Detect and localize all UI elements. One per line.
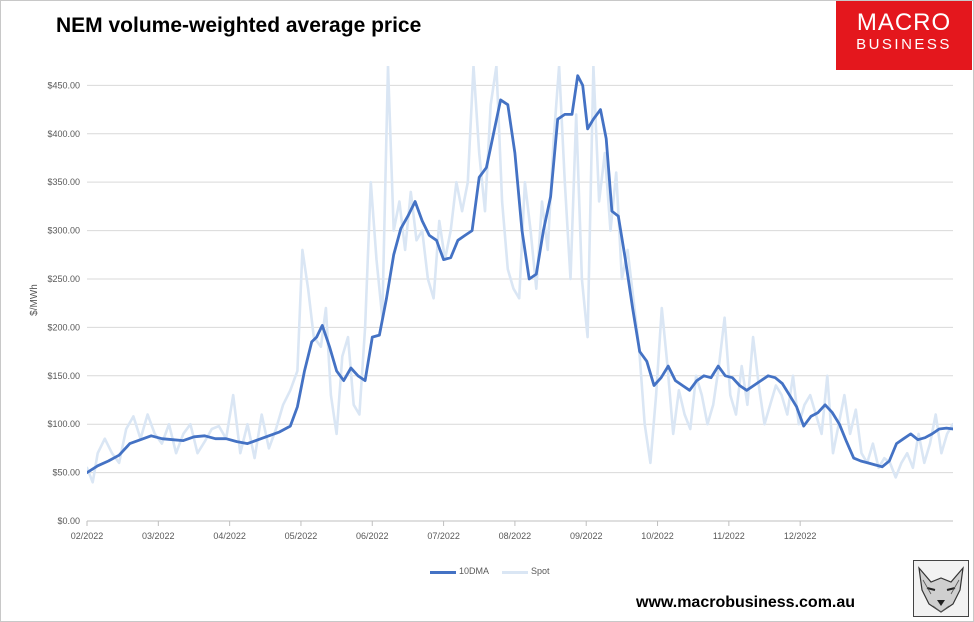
chart-title: NEM volume-weighted average price: [56, 14, 422, 37]
y-axis-label: $/MWh: [29, 284, 40, 316]
legend-label-10dma: 10DMA: [459, 566, 490, 576]
x-tick-label: 09/2022: [570, 531, 603, 541]
legend: 10DMA Spot: [0, 566, 974, 580]
y-tick-label: $50.00: [52, 468, 80, 478]
series: [87, 66, 953, 484]
x-tick-label: 11/2022: [713, 531, 745, 541]
y-tick-label: $0.00: [57, 516, 80, 526]
legend-swatch-spot: [502, 571, 528, 574]
y-tick-label: $100.00: [47, 419, 80, 429]
series-line-10dma: [87, 74, 953, 474]
x-tick-label: 06/2022: [356, 531, 389, 541]
axes: $0.00 $50.00 $100.00 $150.00 $200.00 $250.00 $…: [47, 80, 953, 541]
y-tick-label: $350.00: [47, 177, 80, 187]
y-tick-label: $150.00: [47, 371, 80, 381]
logo-line-1: MACRO: [856, 9, 952, 36]
website-url: www.macrobusiness.com.au: [636, 594, 856, 611]
y-tick-label: $200.00: [47, 322, 80, 332]
x-tick-label: 08/2022: [499, 531, 532, 541]
legend-label-spot: Spot: [531, 566, 550, 576]
fox-mascot-icon: [913, 560, 969, 617]
series-line-spot: [87, 66, 953, 484]
y-tick-label: $450.00: [47, 80, 80, 90]
macrobusiness-logo: MACRO BUSINESS: [836, 1, 972, 70]
x-tick-label: 12/2022: [784, 531, 817, 541]
y-tick-label: $250.00: [47, 274, 80, 284]
logo-line-2: BUSINESS: [856, 36, 952, 53]
y-tick-label: $300.00: [47, 226, 80, 236]
x-tick-label: 04/2022: [213, 531, 246, 541]
x-tick-label: 10/2022: [641, 531, 674, 541]
x-tick-label: 02/2022: [71, 531, 104, 541]
x-tick-label: 05/2022: [285, 531, 318, 541]
y-tick-label: $400.00: [47, 129, 80, 139]
x-tick-label: 07/2022: [427, 531, 460, 541]
gridlines: [87, 84, 953, 474]
x-tick-label: 03/2022: [142, 531, 175, 541]
legend-swatch-10dma: [430, 571, 456, 574]
